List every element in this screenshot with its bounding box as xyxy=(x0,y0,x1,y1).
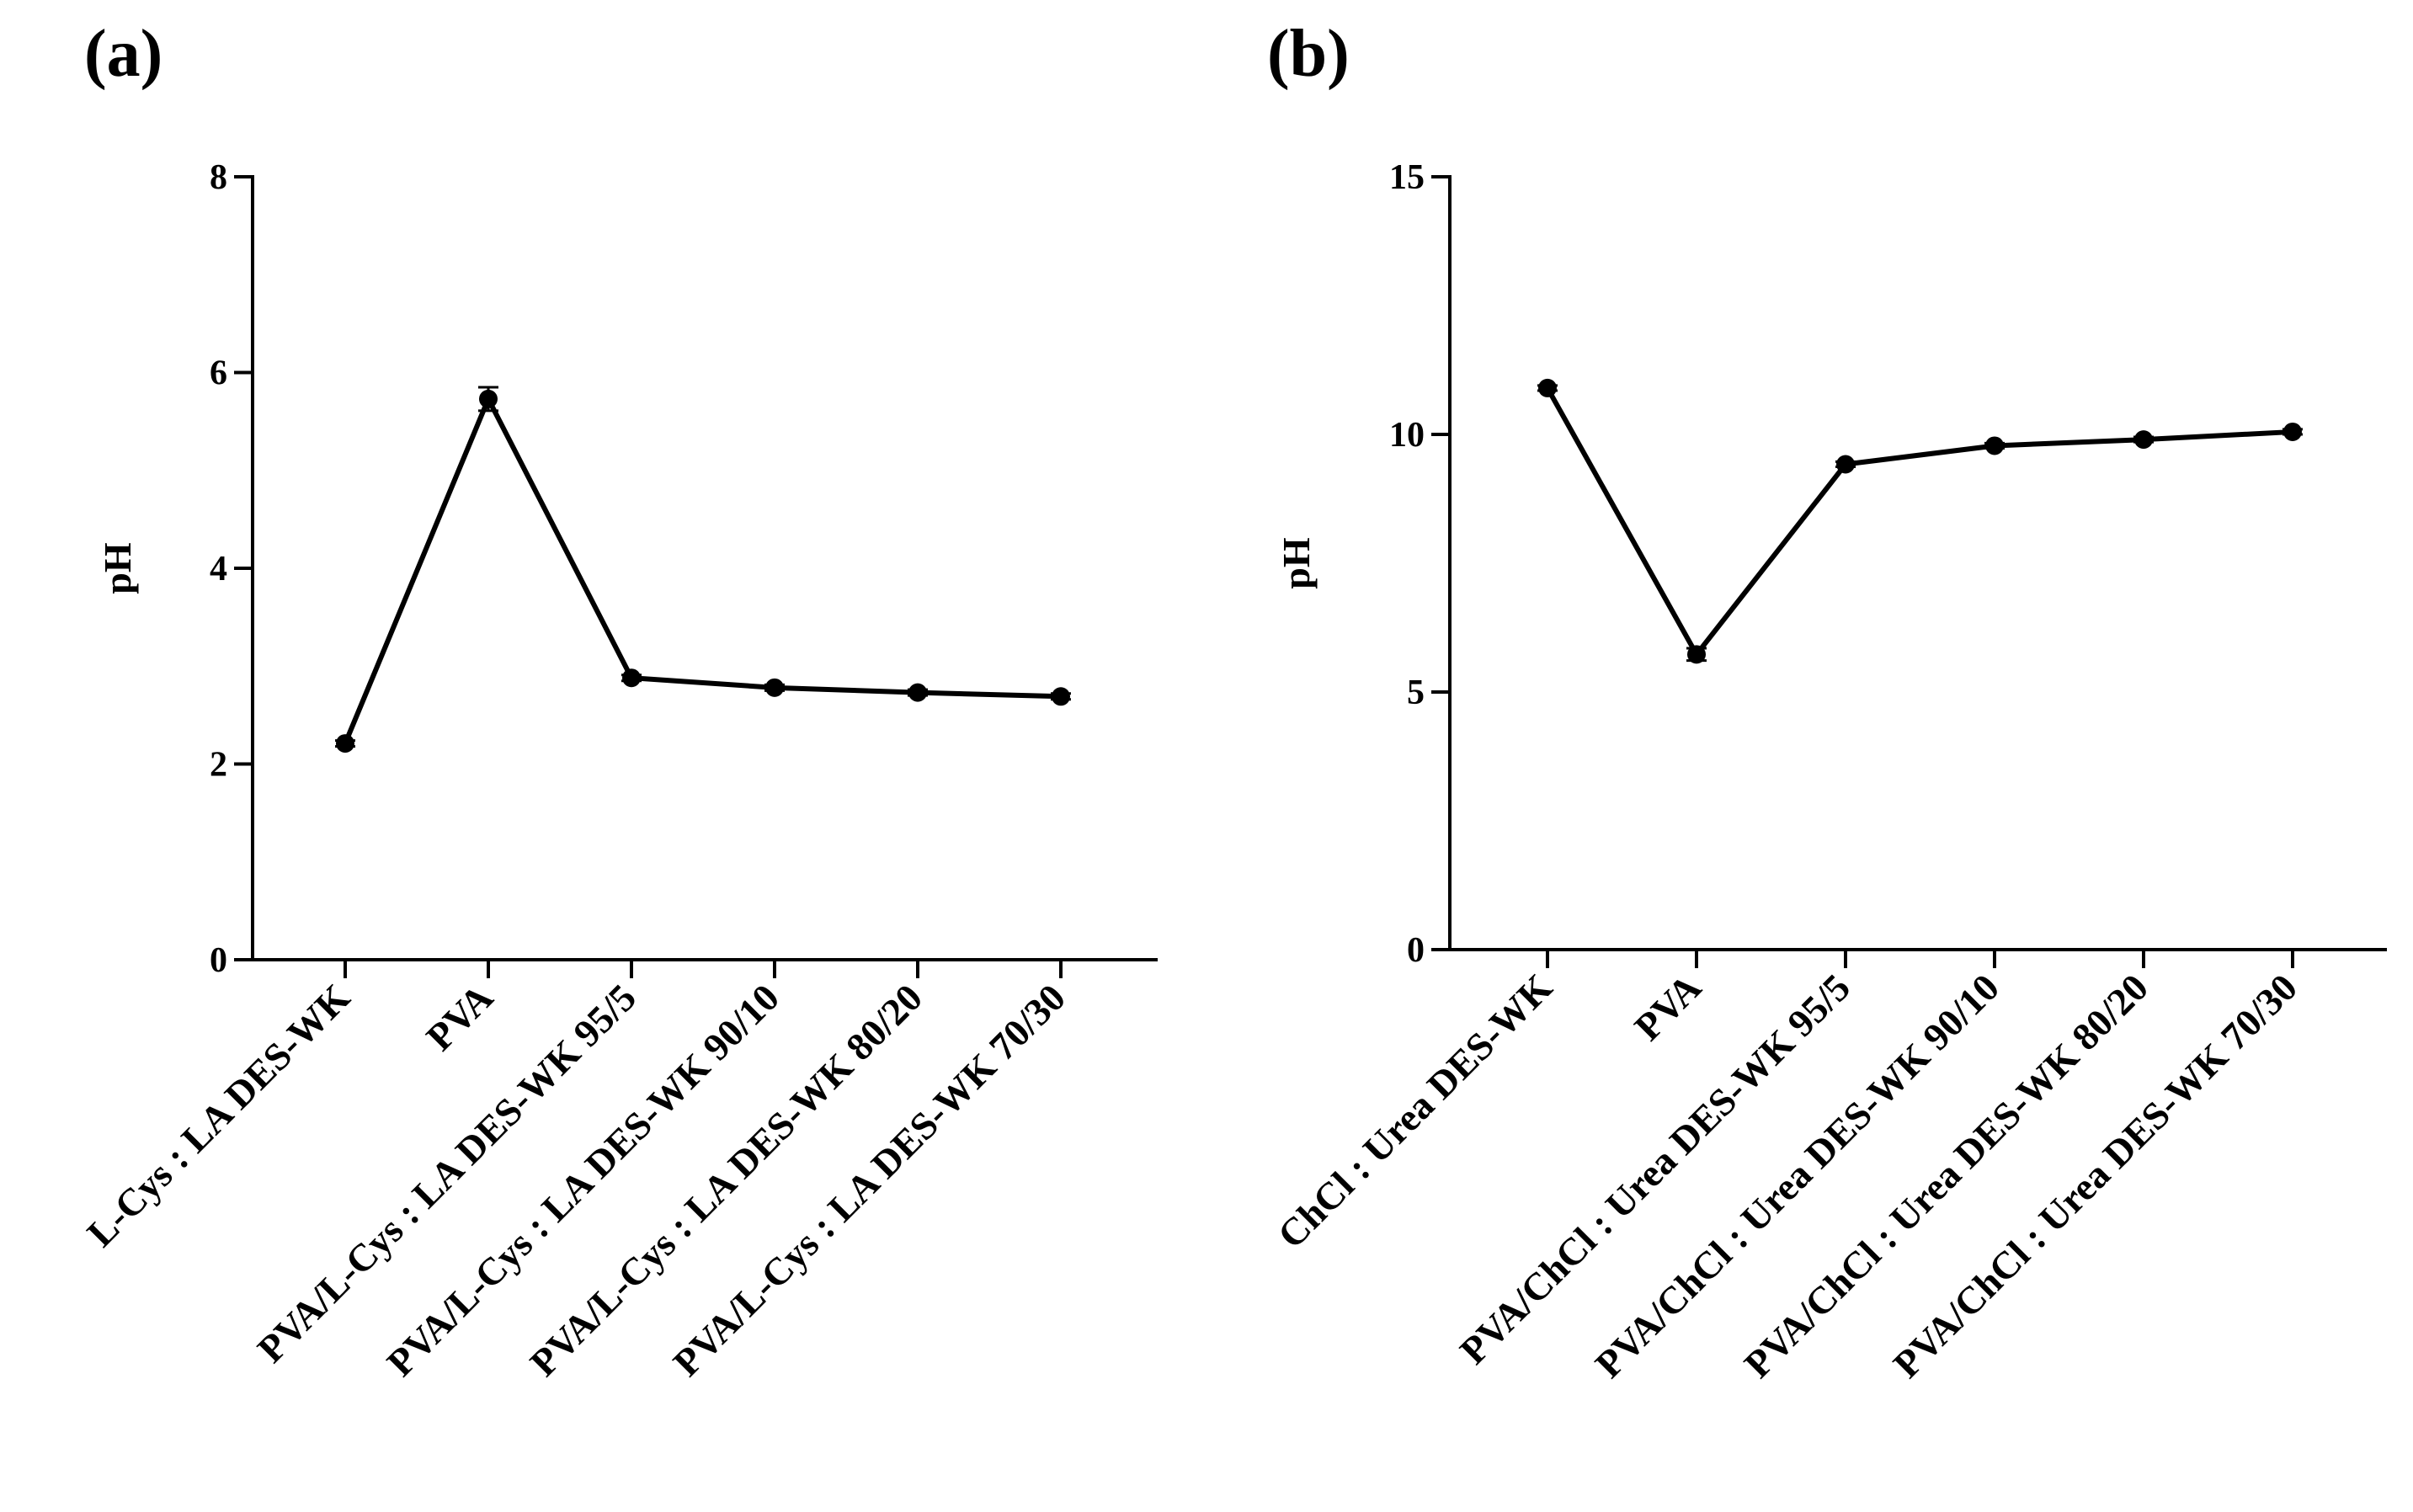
series-line xyxy=(343,396,1062,745)
y-axis-title: pH xyxy=(96,542,139,594)
panel-label: (a) xyxy=(84,17,162,91)
panel-label: (b) xyxy=(1267,17,1350,91)
x-category-label: PVA xyxy=(418,976,501,1059)
data-point xyxy=(1052,687,1070,706)
data-point xyxy=(479,389,498,408)
data-point xyxy=(2283,422,2302,441)
data-point xyxy=(622,668,641,688)
data-point xyxy=(908,683,927,702)
data-point xyxy=(1985,436,2004,455)
data-point xyxy=(336,734,354,753)
y-tick-label: 8 xyxy=(210,158,227,197)
data-point xyxy=(1538,378,1557,397)
y-tick-label: 15 xyxy=(1389,158,1425,197)
y-tick-label: 0 xyxy=(1407,931,1425,970)
y-tick-label: 2 xyxy=(210,746,227,785)
y-tick-label: 0 xyxy=(210,941,227,980)
data-point xyxy=(1836,455,1855,474)
x-category-label: PVA xyxy=(1626,966,1709,1049)
y-axis-title: pH xyxy=(1275,537,1318,589)
x-category-label: L-Cys : LA DES-WK xyxy=(79,976,359,1255)
x-category-label: ChCl : Urea DES-WK xyxy=(1270,966,1561,1257)
y-tick-label: 6 xyxy=(210,354,227,393)
y-tick-label: 10 xyxy=(1389,416,1425,455)
series-line xyxy=(1545,386,2293,658)
data-point xyxy=(765,678,784,697)
y-tick-label: 5 xyxy=(1407,673,1425,712)
data-point xyxy=(1687,645,1706,664)
y-tick-label: 4 xyxy=(210,550,227,588)
data-point xyxy=(2134,430,2153,450)
